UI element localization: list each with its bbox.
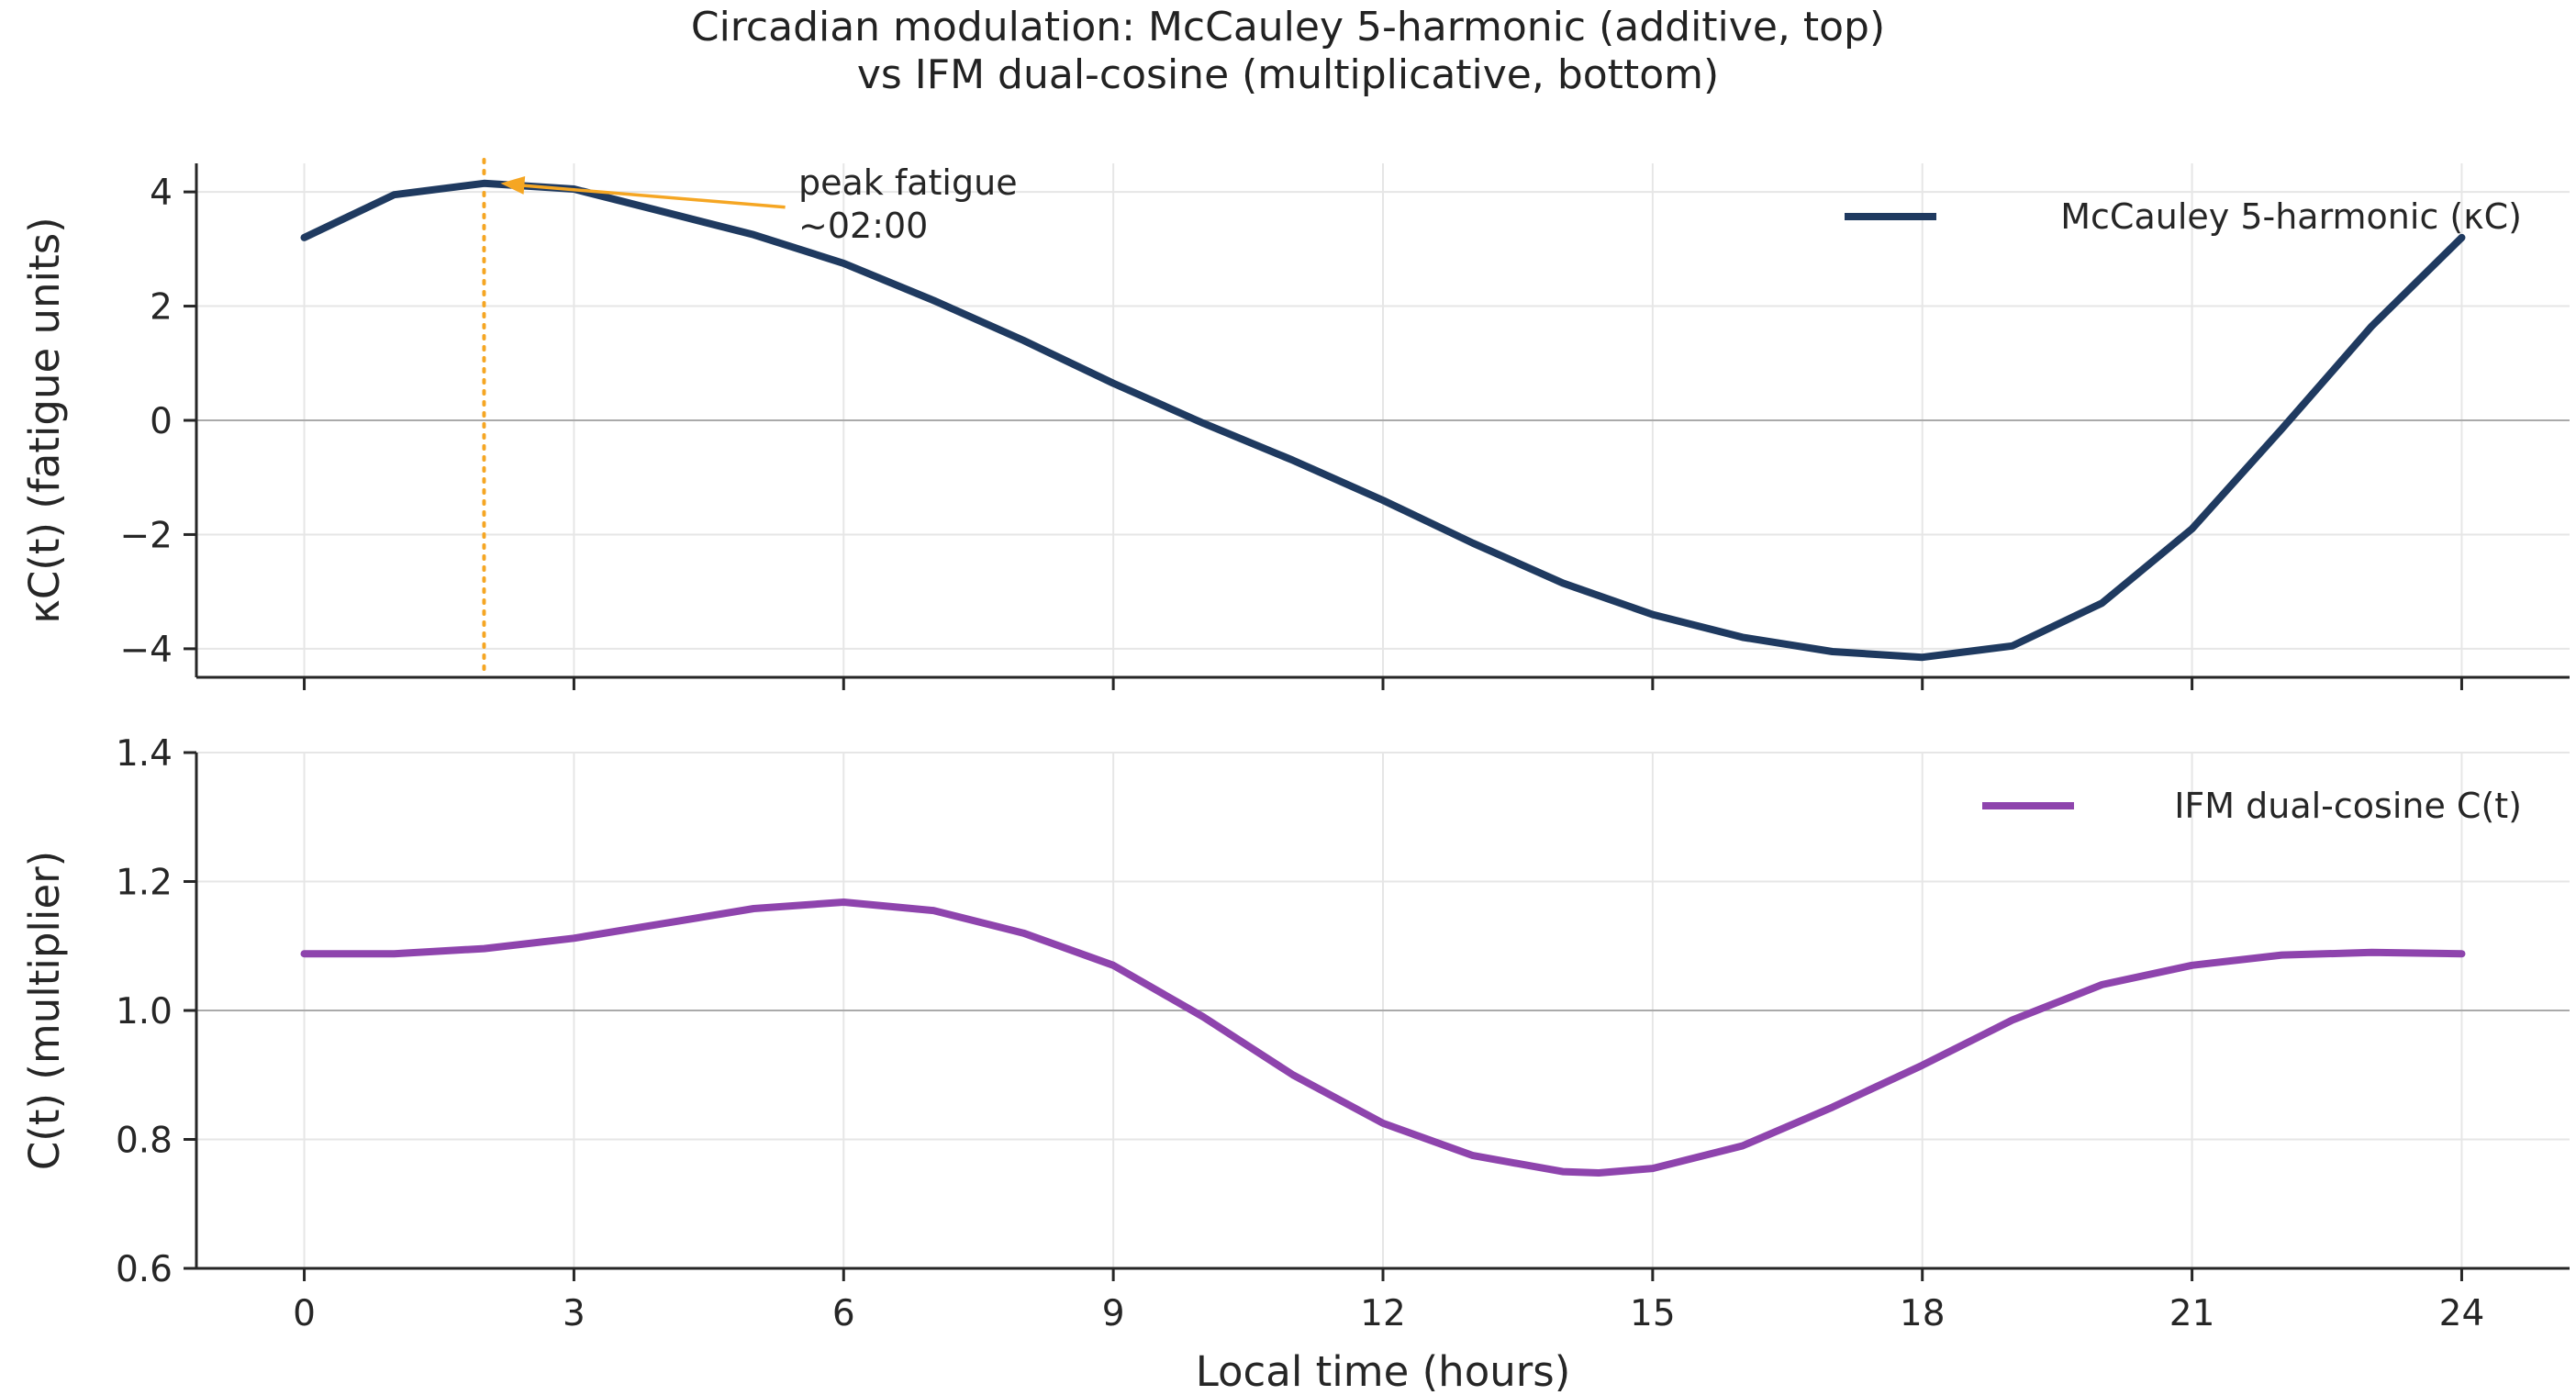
bottom-panel: 0 3 6 9 12 15 18 21 24 0.6 0.8 1.0 1.2 1.4 C(t) (mult… — [20, 733, 2570, 1395]
chart-title-line-2: vs IFM dual-cosine (multiplicative, bott… — [856, 51, 1720, 98]
top-y-tick-label: 0 — [150, 401, 173, 442]
top-legend: McCauley 5-harmonic (κC) — [1845, 196, 2522, 237]
bot-x-tick-label: 18 — [1900, 1293, 1946, 1334]
bot-y-tick-label: 0.6 — [116, 1249, 173, 1290]
bot-y-tick-label: 1.2 — [116, 863, 173, 904]
bot-x-tick-label: 0 — [293, 1293, 316, 1334]
peak-fatigue-annotation-line-1: peak fatigue — [798, 162, 1018, 203]
chart-title-line-1: Circadian modulation: McCauley 5-harmoni… — [690, 4, 1886, 50]
bot-y-tick-label: 1.0 — [116, 991, 173, 1032]
bottom-ticks: 0 3 6 9 12 15 18 21 24 0.6 0.8 1.0 1.2 1.4 — [116, 733, 2484, 1334]
bot-y-tick-label: 0.8 — [116, 1121, 173, 1162]
bottom-x-axis-label: Local time (hours) — [1196, 1347, 1571, 1395]
bottom-y-axis-label: C(t) (multiplier) — [20, 851, 69, 1170]
mccauley-series-line — [300, 179, 2466, 662]
bot-y-tick-label: 1.4 — [116, 733, 173, 775]
bot-x-tick-label: 9 — [1102, 1293, 1125, 1334]
top-ticks: −4 −2 0 2 4 — [120, 173, 2463, 690]
bot-x-tick-label: 12 — [1360, 1293, 1406, 1334]
top-panel: −4 −2 0 2 4 κC(t) (fatigue units) peak fatig… — [20, 158, 2570, 690]
top-y-tick-label: −4 — [120, 630, 173, 671]
bottom-legend: IFM dual-cosine C(t) — [1982, 786, 2522, 826]
bot-x-tick-label: 21 — [2169, 1293, 2215, 1334]
peak-fatigue-arrowhead — [500, 175, 526, 195]
top-y-tick-label: 4 — [150, 173, 173, 214]
top-y-tick-label: 2 — [150, 287, 173, 329]
top-y-axis-label: κC(t) (fatigue units) — [20, 217, 69, 623]
top-legend-label: McCauley 5-harmonic (κC) — [2060, 196, 2522, 237]
bottom-legend-label: IFM dual-cosine C(t) — [2174, 786, 2522, 826]
top-y-tick-label: −2 — [120, 515, 173, 556]
peak-fatigue-annotation-line-2: ~02:00 — [798, 206, 928, 246]
bot-x-tick-label: 15 — [1630, 1293, 1676, 1334]
bot-x-tick-label: 24 — [2439, 1293, 2485, 1334]
bot-x-tick-label: 6 — [832, 1293, 855, 1334]
peak-fatigue-arrow-line — [519, 184, 786, 209]
bot-x-tick-label: 3 — [563, 1293, 585, 1334]
ifm-series-line — [300, 898, 2466, 1177]
